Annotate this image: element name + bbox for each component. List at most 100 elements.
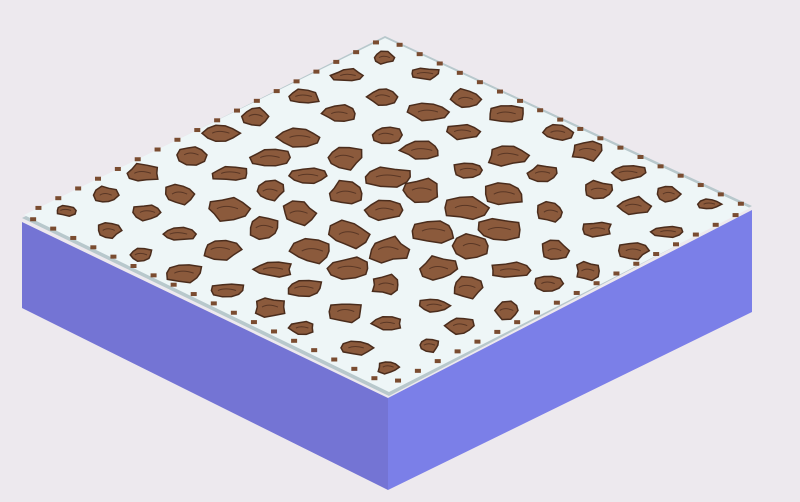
edge-chip xyxy=(372,40,379,45)
edge-chip xyxy=(717,192,724,197)
rock-blob xyxy=(287,167,328,185)
edge-chip xyxy=(114,166,121,171)
rock-blob xyxy=(453,275,484,300)
edge-chip xyxy=(414,368,421,373)
rock-blob xyxy=(364,166,411,188)
rock-blob xyxy=(129,247,153,262)
rock-ridge xyxy=(534,171,551,174)
rock-ridge xyxy=(375,207,394,211)
rock-ridge xyxy=(411,187,432,191)
rock-blob xyxy=(327,219,371,250)
rock-blob xyxy=(489,105,524,123)
rock-blob xyxy=(373,50,396,65)
rock-ridge xyxy=(169,232,188,235)
rock-ridge xyxy=(375,174,402,178)
rock-ridge xyxy=(543,209,559,213)
rock-blob xyxy=(176,146,208,166)
edge-chip xyxy=(436,61,443,66)
edge-chip xyxy=(434,359,441,364)
rock-blob xyxy=(419,338,440,354)
rock-blob xyxy=(418,255,459,281)
rock-ridge xyxy=(459,167,478,171)
rock-ridge xyxy=(458,96,474,100)
edge-chip xyxy=(593,281,600,286)
rock-ridge xyxy=(262,267,284,270)
rock-ridge xyxy=(255,224,274,229)
edge-chip xyxy=(311,348,318,353)
edge-chip xyxy=(633,261,640,266)
rock-blob xyxy=(491,261,532,278)
edge-chip xyxy=(233,108,240,113)
edge-chip xyxy=(271,329,278,334)
edge-chip xyxy=(712,222,719,227)
rock-blob xyxy=(649,225,684,239)
rock-ridge xyxy=(60,208,72,211)
edge-chip xyxy=(353,50,360,55)
rock-ridge xyxy=(703,202,716,205)
rock-blob xyxy=(411,220,455,244)
rock-ridge xyxy=(423,343,436,346)
rock-ridge xyxy=(541,281,555,285)
edge-chip xyxy=(395,378,402,383)
rock-ridge xyxy=(426,303,442,307)
texture xyxy=(30,40,744,383)
edge-chip xyxy=(174,137,181,142)
rock-blob xyxy=(453,162,484,179)
edge-chip xyxy=(534,310,541,315)
rock-blob xyxy=(368,235,411,264)
edge-chip xyxy=(474,339,481,344)
edge-chip xyxy=(577,126,584,131)
rock-blob xyxy=(288,88,320,104)
edge-chip xyxy=(190,292,197,297)
edge-chip xyxy=(170,282,177,287)
edge-chip xyxy=(537,108,544,113)
rock-blob xyxy=(610,165,647,182)
rock-ridge xyxy=(338,231,360,235)
edge-chip xyxy=(692,232,699,237)
edge-chip xyxy=(90,245,97,250)
rock-ridge xyxy=(493,191,515,195)
rock-blob xyxy=(340,340,376,356)
rock-ridge xyxy=(454,204,478,209)
edge-chip xyxy=(653,252,660,257)
rock-ridge xyxy=(294,285,314,289)
rock-blob xyxy=(487,145,531,167)
rock-blob xyxy=(211,165,248,181)
edge-chip xyxy=(677,173,684,178)
rock-ridge xyxy=(499,268,520,271)
rock-blob xyxy=(56,204,77,217)
rock-blob xyxy=(402,177,439,204)
rock-ridge xyxy=(289,135,311,138)
rock-blob xyxy=(616,195,653,216)
edge-chip xyxy=(697,183,704,188)
rock-blob xyxy=(484,182,523,206)
rock-ridge xyxy=(625,248,641,252)
rock-blob xyxy=(210,283,245,298)
rock-ridge xyxy=(458,284,476,289)
rock-ridge xyxy=(590,187,607,191)
edge-chip xyxy=(150,273,157,278)
rock-blob xyxy=(164,183,196,206)
rock-ridge xyxy=(348,346,364,349)
rock-blob xyxy=(251,261,293,278)
rock-blob xyxy=(200,124,242,143)
rock-ridge xyxy=(295,94,312,97)
edge-chip xyxy=(55,196,62,201)
rock-blob xyxy=(287,320,314,336)
rock-ridge xyxy=(578,148,597,151)
edge-chip xyxy=(557,117,564,122)
rock-ridge xyxy=(337,265,362,269)
edge-chip xyxy=(291,338,298,343)
edge-chip xyxy=(371,376,378,381)
rock-blob xyxy=(377,361,401,375)
edge-chip xyxy=(313,69,320,74)
rock-ridge xyxy=(487,226,511,231)
edge-chip xyxy=(351,366,358,371)
edge-chip xyxy=(737,201,744,206)
rock-blob xyxy=(575,260,600,282)
rock-ridge xyxy=(547,248,562,252)
rock-ridge xyxy=(220,171,241,174)
rock-blob xyxy=(541,239,571,261)
edge-chip xyxy=(194,128,201,133)
